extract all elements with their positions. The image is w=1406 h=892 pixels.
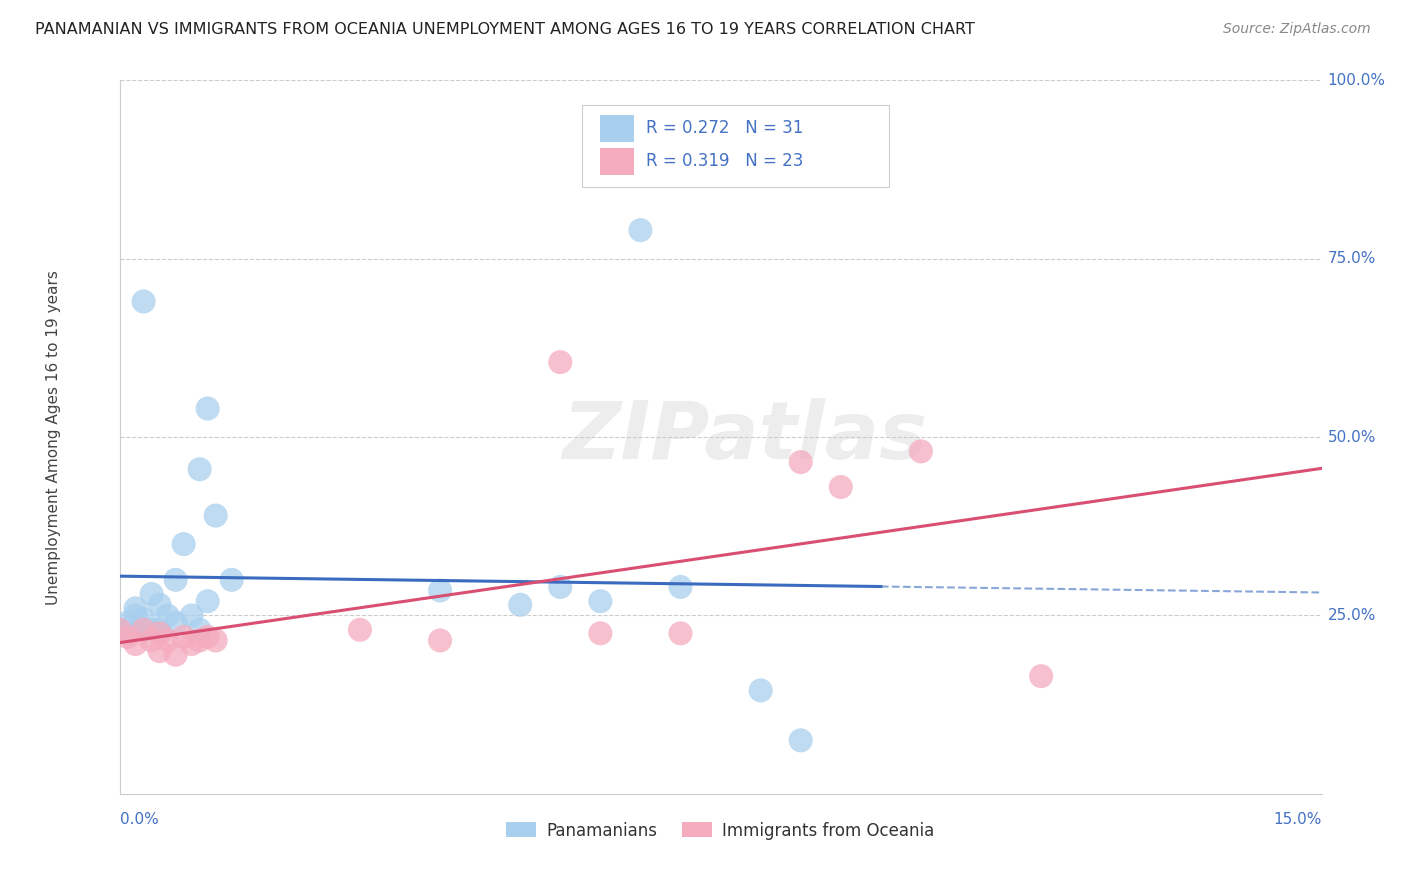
- Point: [108, 623, 131, 637]
- Point: [197, 594, 219, 608]
- Point: [669, 580, 692, 594]
- Point: [509, 598, 531, 612]
- Point: [141, 633, 163, 648]
- Point: [349, 623, 371, 637]
- Point: [221, 573, 243, 587]
- Point: [141, 623, 163, 637]
- Point: [132, 612, 155, 626]
- Point: [204, 508, 226, 523]
- Point: [141, 587, 163, 601]
- Point: [790, 733, 813, 747]
- Text: ZIPatlas: ZIPatlas: [562, 398, 927, 476]
- Point: [197, 401, 219, 416]
- FancyBboxPatch shape: [582, 105, 889, 187]
- Point: [149, 623, 172, 637]
- Point: [173, 537, 195, 551]
- Point: [180, 637, 202, 651]
- Point: [156, 633, 179, 648]
- Point: [124, 637, 146, 651]
- Text: Source: ZipAtlas.com: Source: ZipAtlas.com: [1223, 22, 1371, 37]
- Point: [197, 630, 219, 644]
- Point: [790, 455, 813, 469]
- Text: 100.0%: 100.0%: [1327, 73, 1386, 87]
- Text: 75.0%: 75.0%: [1327, 252, 1376, 266]
- Point: [749, 683, 772, 698]
- Text: 15.0%: 15.0%: [1274, 812, 1322, 827]
- Point: [910, 444, 932, 458]
- Point: [630, 223, 652, 237]
- Bar: [600, 115, 634, 143]
- Point: [117, 626, 139, 640]
- Point: [188, 633, 211, 648]
- Point: [188, 462, 211, 476]
- Text: Unemployment Among Ages 16 to 19 years: Unemployment Among Ages 16 to 19 years: [46, 269, 60, 605]
- Point: [669, 626, 692, 640]
- Text: 50.0%: 50.0%: [1327, 430, 1376, 444]
- Point: [149, 626, 172, 640]
- Point: [550, 355, 572, 369]
- Point: [165, 648, 187, 662]
- Point: [204, 633, 226, 648]
- Point: [589, 594, 612, 608]
- Point: [117, 630, 139, 644]
- Text: PANAMANIAN VS IMMIGRANTS FROM OCEANIA UNEMPLOYMENT AMONG AGES 16 TO 19 YEARS COR: PANAMANIAN VS IMMIGRANTS FROM OCEANIA UN…: [35, 22, 974, 37]
- Point: [589, 626, 612, 640]
- Point: [132, 623, 155, 637]
- Text: R = 0.272   N = 31: R = 0.272 N = 31: [645, 120, 803, 137]
- Point: [173, 630, 195, 644]
- Text: R = 0.319   N = 23: R = 0.319 N = 23: [645, 152, 803, 169]
- Point: [132, 623, 155, 637]
- Point: [108, 623, 131, 637]
- Point: [1029, 669, 1052, 683]
- Text: 25.0%: 25.0%: [1327, 608, 1376, 623]
- Point: [149, 598, 172, 612]
- Point: [180, 608, 202, 623]
- Legend: Panamanians, Immigrants from Oceania: Panamanians, Immigrants from Oceania: [499, 815, 942, 847]
- Point: [550, 580, 572, 594]
- Point: [830, 480, 852, 494]
- Point: [124, 601, 146, 615]
- Text: 0.0%: 0.0%: [120, 812, 159, 827]
- Point: [117, 615, 139, 630]
- Point: [149, 644, 172, 658]
- Point: [429, 583, 451, 598]
- Point: [429, 633, 451, 648]
- Point: [132, 294, 155, 309]
- Point: [188, 623, 211, 637]
- Point: [165, 573, 187, 587]
- Point: [156, 608, 179, 623]
- Point: [124, 608, 146, 623]
- Point: [165, 615, 187, 630]
- Bar: [600, 148, 634, 175]
